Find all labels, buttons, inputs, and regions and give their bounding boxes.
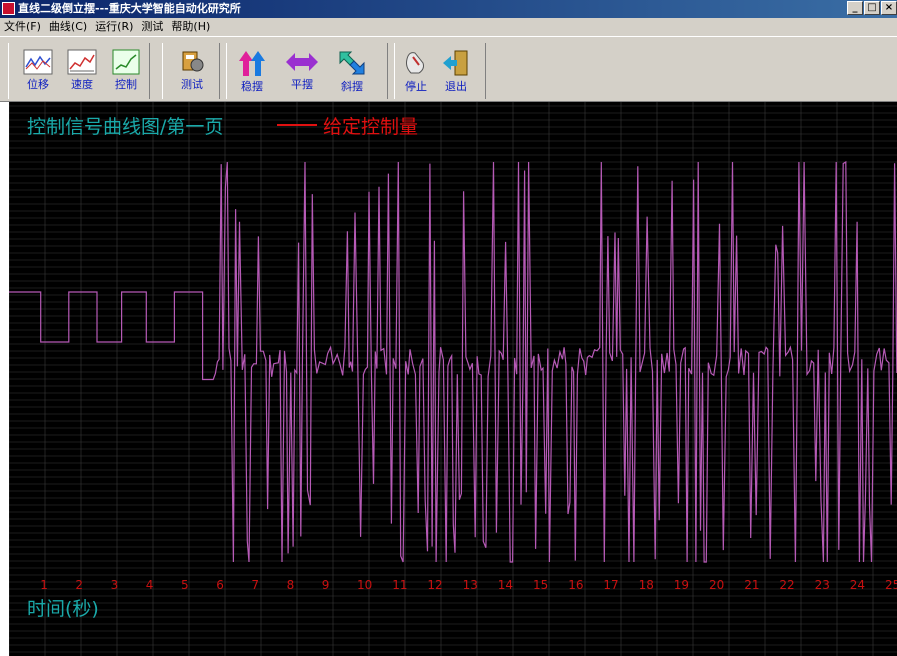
x-tick-label: 5 bbox=[181, 578, 189, 592]
exit-button[interactable]: 退出 bbox=[436, 47, 476, 99]
plot-canvas bbox=[9, 102, 897, 656]
steady-swing-button[interactable]: 稳摆 bbox=[232, 47, 272, 99]
stop-button[interactable]: 停止 bbox=[396, 47, 436, 99]
x-tick-label: 24 bbox=[849, 578, 866, 592]
x-tick-label: 3 bbox=[110, 578, 119, 592]
test-button[interactable]: 测试 bbox=[172, 47, 212, 99]
x-tick-label: 16 bbox=[568, 578, 584, 592]
control-signal-line bbox=[9, 160, 897, 563]
displacement-button[interactable]: 位移 bbox=[18, 47, 58, 99]
toolbar: 位移 速度 控制 测试 稳摆 平摆 斜摆 停止 退出 bbox=[0, 36, 897, 102]
stop-label: 停止 bbox=[405, 80, 427, 93]
x-tick-label: 15 bbox=[533, 578, 549, 592]
speed-label: 速度 bbox=[71, 78, 93, 91]
toolbar-group-curves bbox=[8, 43, 150, 99]
x-tick-label: 6 bbox=[216, 578, 224, 592]
plot-title: 控制信号曲线图/第一页 bbox=[27, 116, 224, 138]
stop-hand-icon bbox=[406, 52, 424, 74]
toolbar-group-swing bbox=[226, 43, 388, 99]
x-tick-label: 19 bbox=[673, 578, 690, 592]
tilt-swing-label: 斜摆 bbox=[341, 80, 363, 93]
displacement-label: 位移 bbox=[27, 78, 49, 91]
up-arrows-icon bbox=[239, 51, 265, 76]
speed-chart-icon bbox=[67, 49, 97, 75]
flat-swing-button[interactable]: 平摆 bbox=[282, 47, 322, 99]
menu-bar: 文件(F) 曲线(C) 运行(R) 测试 帮助(H) bbox=[0, 18, 897, 36]
close-button[interactable]: × bbox=[881, 1, 897, 15]
title-bar: 直线二级倒立摆---重庆大学智能自动化研究所 _ □ × bbox=[0, 0, 897, 18]
x-tick-label: 25 bbox=[885, 578, 897, 592]
x-tick-label: 9 bbox=[321, 578, 330, 592]
menu-curve[interactable]: 曲线(C) bbox=[48, 20, 88, 33]
x-tick-label: 18 bbox=[638, 578, 654, 592]
x-tick-label: 20 bbox=[709, 578, 725, 592]
x-tick-label: 17 bbox=[603, 578, 619, 592]
diagonal-arrows-icon bbox=[339, 51, 365, 75]
menu-file[interactable]: 文件(F) bbox=[4, 20, 41, 33]
control-label: 控制 bbox=[115, 78, 137, 91]
steady-swing-label: 稳摆 bbox=[241, 80, 263, 93]
test-icon bbox=[182, 51, 204, 72]
x-tick-label: 23 bbox=[814, 578, 830, 592]
flat-swing-label: 平摆 bbox=[291, 78, 313, 91]
toolbar-group-control bbox=[394, 43, 486, 99]
x-tick-label: 12 bbox=[427, 578, 443, 592]
x-tick-label: 4 bbox=[145, 578, 154, 592]
speed-button[interactable]: 速度 bbox=[62, 47, 102, 99]
control-signal-plot: 控制信号曲线图/第一页 给定控制量 1 2 3 4 5 6 7 8 9 10 11 12 13 14 15 1… bbox=[9, 102, 897, 656]
control-chart-icon bbox=[112, 49, 140, 75]
legend-swatch bbox=[277, 124, 317, 126]
control-button[interactable]: 控制 bbox=[106, 47, 146, 99]
x-axis-label: 时间(秒) bbox=[27, 598, 99, 620]
toolbar-group-test bbox=[162, 43, 220, 99]
x-tick-label: 10 bbox=[357, 578, 373, 592]
menu-test[interactable]: 测试 bbox=[141, 20, 164, 33]
minimize-button[interactable]: _ bbox=[847, 1, 863, 15]
x-tick-label: 2 bbox=[75, 578, 84, 592]
x-tick-label: 11 bbox=[392, 578, 408, 592]
displacement-chart-icon bbox=[23, 49, 53, 75]
maximize-button[interactable]: □ bbox=[864, 1, 880, 15]
legend-label: 给定控制量 bbox=[323, 116, 419, 138]
x-tick-label: 14 bbox=[497, 578, 514, 592]
exit-door-icon bbox=[443, 50, 468, 76]
menu-run[interactable]: 运行(R) bbox=[95, 20, 134, 33]
tilt-swing-button[interactable]: 斜摆 bbox=[332, 47, 372, 99]
left-right-arrow-icon bbox=[286, 53, 318, 71]
x-tick-label: 21 bbox=[744, 578, 760, 592]
x-tick-label: 7 bbox=[251, 578, 260, 592]
app-icon bbox=[2, 2, 15, 15]
menu-help[interactable]: 帮助(H) bbox=[171, 20, 211, 33]
x-tick-label: 8 bbox=[286, 578, 295, 592]
x-tick-label: 13 bbox=[462, 578, 478, 592]
x-tick-label: 1 bbox=[40, 578, 48, 592]
window-controls: _ □ × bbox=[847, 1, 897, 15]
window-title: 直线二级倒立摆---重庆大学智能自动化研究所 bbox=[18, 2, 241, 15]
exit-label: 退出 bbox=[445, 80, 467, 93]
test-label: 测试 bbox=[181, 78, 203, 91]
x-tick-label: 22 bbox=[779, 578, 795, 592]
